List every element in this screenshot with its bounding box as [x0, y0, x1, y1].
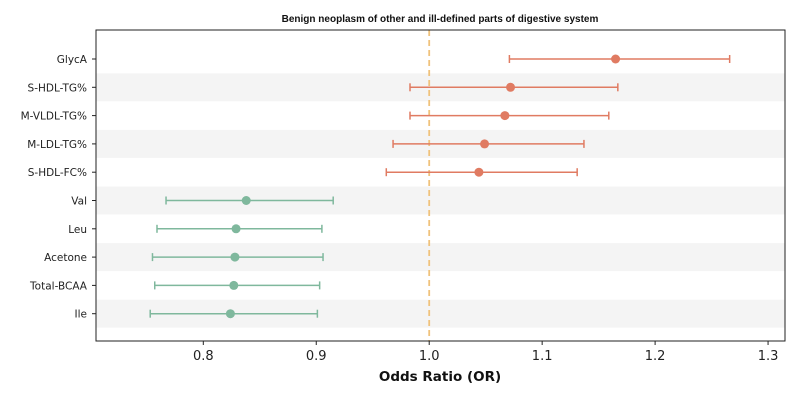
x-tick-label: 0.8 [193, 349, 214, 364]
chart-title: Benign neoplasm of other and ill-defined… [282, 14, 599, 25]
x-tick-label: 1.2 [645, 349, 666, 364]
or-point [231, 224, 241, 234]
x-tick-label: 1.0 [419, 349, 440, 364]
y-tick-label: S-HDL-TG% [28, 82, 87, 94]
or-point [480, 139, 490, 149]
or-point [229, 280, 239, 290]
or-point [225, 309, 235, 319]
y-tick-label: Total-BCAA [29, 280, 88, 292]
or-point [474, 167, 484, 177]
data-marks [149, 54, 731, 319]
plot-frame [95, 29, 786, 342]
y-tick-label: Ile [75, 309, 87, 321]
y-tick-label: Val [71, 196, 87, 208]
x-axis-label: Odds Ratio (OR) [379, 369, 501, 385]
or-point [611, 54, 621, 64]
x-tick-label: 1.3 [758, 349, 779, 364]
or-point [230, 252, 240, 262]
y-tick-label: Leu [68, 224, 87, 236]
y-axis: GlycA S-HDL-TG% M-VLDL-TG% M-LDL-TG% S-HDL-F… [21, 54, 96, 321]
x-tick-label: 0.9 [306, 349, 327, 364]
x-tick-label: 1.1 [532, 349, 553, 364]
y-tick-label: S-HDL-FC% [28, 167, 87, 179]
y-tick-label: M-LDL-TG% [27, 139, 87, 151]
or-point [506, 82, 516, 92]
or-point [241, 196, 251, 205]
x-axis: 0.8 0.9 1.0 1.1 1.2 1.3 [193, 341, 778, 364]
y-tick-label: GlycA [57, 54, 88, 66]
y-tick-label: Acetone [44, 252, 87, 264]
or-point [500, 111, 510, 121]
y-tick-label: M-VLDL-TG% [21, 111, 87, 123]
